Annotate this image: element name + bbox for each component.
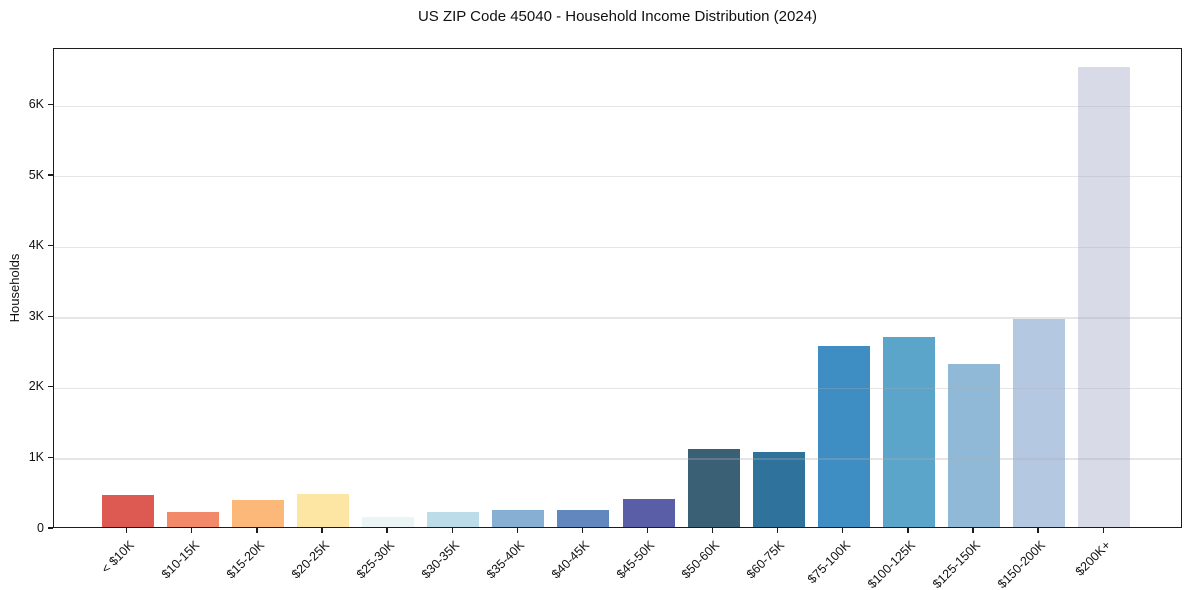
x-tick-mark [256,528,258,533]
y-tick-label: 5K [28,167,44,182]
x-tick-mark [581,528,584,533]
y-tick-mark [48,527,53,529]
x-tick-mark [191,528,193,533]
bar-125150k [948,363,1000,527]
x-tick-label: $125-150K [929,538,983,590]
x-tick-label: $20-25K [288,538,332,582]
x-tick-mark [321,528,323,533]
gridline [54,105,1181,107]
x-tick-mark [711,528,714,533]
x-tick-label: $15-20K [223,538,267,582]
x-tick-mark [972,528,974,533]
x-tick-mark [842,528,844,533]
y-tick-mark [48,456,53,459]
x-tick-mark [451,528,453,533]
bar-2530k [362,517,415,527]
bar-4550k [622,498,675,527]
x-tick-label: $10-15K [158,538,202,582]
x-tick-mark [386,528,388,533]
plot-area [53,48,1182,528]
bar-75100k [817,345,870,527]
x-tick-label: $30-35K [418,538,463,582]
y-tick-label: 2K [28,379,44,394]
x-tick-label: $45-50K [614,538,658,582]
y-tick-mark [48,103,53,106]
x-tick-mark [516,528,518,533]
x-tick-mark [907,528,909,533]
bar-2025k [297,493,349,527]
y-tick-label: 6K [28,97,44,111]
y-tick-mark [48,244,53,247]
bar-1015k [166,511,219,527]
bar-150200k [1013,318,1066,527]
x-tick-label: $25-30K [353,538,398,582]
gridline [54,387,1181,390]
x-tick-mark [126,528,128,533]
x-tick-label: $40-45K [548,538,593,582]
y-tick-label: 0 [37,520,44,535]
x-tick-label: $150-200K [994,538,1049,590]
x-tick-mark [1037,528,1039,533]
x-tick-mark [646,528,649,533]
bar-1520k [231,500,284,527]
bar-10k [101,494,154,527]
bar-200k [1078,66,1131,527]
x-tick-label: $75-100K [804,538,853,587]
x-tick-label: $200K+ [1072,538,1114,579]
x-tick-label: $100-125K [864,538,918,590]
bar-3540k [492,509,545,527]
x-tick-label: < $10K [98,538,137,577]
bar-100125k [882,337,935,527]
bar-3035k [427,511,480,527]
chart-title: US ZIP Code 45040 - Household Income Dis… [417,8,818,25]
x-tick-label: $60-75K [744,538,788,582]
y-tick-label: 3K [28,308,44,323]
x-tick-label: $50-60K [679,538,723,582]
y-tick-mark [48,315,53,317]
y-tick-label: 1K [28,449,44,464]
x-tick-mark [1102,528,1104,533]
bar-4045k [557,510,610,527]
gridline [54,246,1181,248]
gridline [54,176,1181,178]
y-tick-label: 4K [28,238,44,253]
y-tick-mark [48,174,53,176]
x-tick-label: $35-40K [483,538,528,582]
x-axis: < $10K $10-15K $15-20K $20-25K $25-30K $30-35… [53,533,1182,590]
y-tick-mark [48,386,53,388]
bar-5060k [687,448,740,527]
bar-6075k [752,451,805,527]
gridline [54,317,1181,319]
gridline [54,458,1181,460]
x-tick-mark [777,528,779,533]
